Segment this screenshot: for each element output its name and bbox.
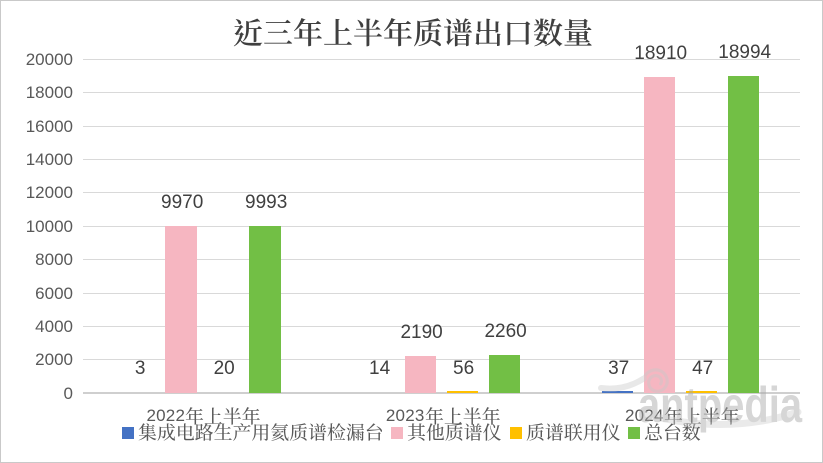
svg-text:antpedia: antpedia: [638, 377, 803, 433]
